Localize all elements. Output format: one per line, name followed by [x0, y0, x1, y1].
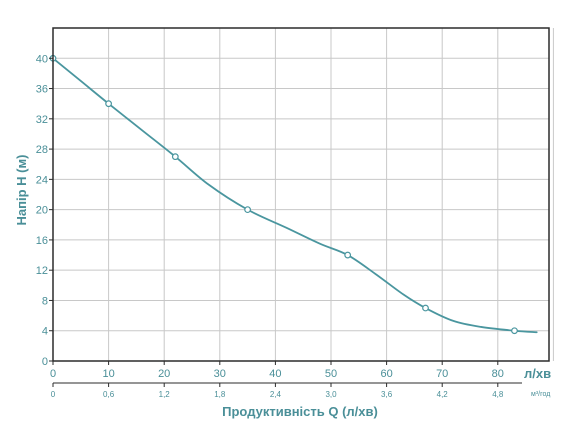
y-tick-label: 28	[36, 144, 48, 156]
x-tick-label: 10	[102, 368, 114, 380]
performance-curve	[52, 57, 538, 334]
y-tick-label: 20	[36, 205, 48, 217]
y-tick-label: 8	[42, 295, 48, 307]
secondary-x-axis-ticks: 0 0,6 1,2 1,8 2,4 3,0 3,6 4,2 4,8	[51, 383, 504, 399]
data-point-marker	[344, 251, 352, 259]
y-tick-label: 4	[42, 326, 48, 338]
x-axis-ticks: 0 10 20 30 40 50 60 70 80	[50, 361, 504, 380]
y-tick-label: 32	[36, 114, 48, 126]
y-tick-label: 36	[36, 84, 48, 96]
secondary-x-tick-label: 3,6	[381, 390, 393, 399]
y-tick-label: 0	[42, 356, 48, 368]
y-axis-ticks: 0 4 8 12 16 20 24 28 32 36 40	[36, 53, 53, 368]
plot-frame	[52, 27, 550, 362]
x-tick-label: 80	[492, 368, 504, 380]
y-tick-label: 16	[36, 235, 48, 247]
secondary-x-tick-label: 1,2	[159, 390, 171, 399]
x-axis-title: Продуктивність Q (л/хв)	[222, 404, 378, 419]
y-axis-title: Напір Н (м)	[14, 155, 29, 226]
data-point-marker	[105, 100, 112, 108]
x-unit-secondary: м³/год	[531, 391, 550, 398]
x-tick-label: 20	[158, 368, 170, 380]
secondary-x-tick-label: 4,8	[492, 390, 504, 399]
secondary-x-tick-label: 1,8	[214, 390, 226, 399]
data-point-marker	[171, 153, 179, 161]
data-point-marker	[422, 304, 429, 312]
x-tick-label: 40	[269, 368, 281, 380]
grid	[53, 28, 554, 361]
y-tick-label: 24	[36, 174, 48, 186]
x-tick-label: 70	[436, 368, 448, 380]
performance-curve-series	[49, 54, 538, 335]
y-tick-label: 40	[36, 53, 48, 65]
secondary-x-tick-label: 0	[51, 390, 56, 399]
data-point-marker	[511, 327, 518, 335]
x-tick-label: 30	[214, 368, 226, 380]
secondary-x-tick-label: 4,2	[437, 390, 449, 399]
x-tick-label: 50	[325, 368, 337, 380]
secondary-x-tick-label: 0,6	[103, 390, 115, 399]
secondary-x-tick-label: 3,0	[325, 390, 337, 399]
data-point-marker	[244, 206, 252, 214]
x-unit-primary: л/хв	[524, 366, 551, 381]
y-tick-label: 12	[36, 265, 48, 277]
x-tick-label: 0	[50, 368, 56, 380]
x-tick-label: 60	[380, 368, 392, 380]
secondary-x-tick-label: 2,4	[270, 390, 282, 399]
